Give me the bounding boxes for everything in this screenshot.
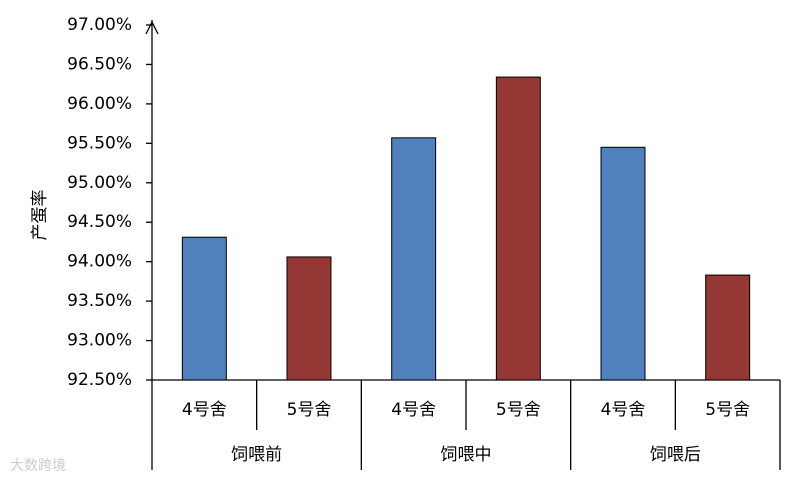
group-label: 饲喂后 bbox=[650, 445, 701, 465]
y-tick-label: 94.50% bbox=[67, 212, 132, 232]
x-tick-label: 5号舍 bbox=[705, 400, 750, 420]
y-axis-label: 产蛋率 bbox=[30, 190, 50, 241]
x-tick-label: 5号舍 bbox=[287, 400, 332, 420]
y-axis-arrow bbox=[145, 20, 159, 35]
bar bbox=[495, 76, 541, 381]
x-tick-label: 5号舍 bbox=[496, 400, 541, 420]
bar bbox=[286, 256, 332, 381]
y-tick-label: 92.50% bbox=[67, 370, 132, 390]
group-label: 饲喂中 bbox=[441, 445, 492, 465]
watermark: 大数跨境 bbox=[10, 458, 66, 474]
y-tick-label: 93.00% bbox=[67, 331, 132, 351]
y-tick-label: 95.50% bbox=[67, 133, 132, 153]
group-label: 饲喂前 bbox=[231, 445, 282, 465]
bar bbox=[600, 146, 646, 381]
y-tick-label: 95.00% bbox=[67, 173, 132, 193]
y-tick-label: 94.00% bbox=[67, 252, 132, 272]
x-tick-label: 4号舍 bbox=[601, 400, 646, 420]
bar bbox=[181, 236, 227, 381]
y-tick-label: 96.50% bbox=[67, 54, 132, 74]
y-tick-label: 96.00% bbox=[67, 94, 132, 114]
y-tick-label: 97.00% bbox=[67, 15, 132, 35]
bar bbox=[391, 137, 437, 381]
x-tick-label: 4号舍 bbox=[182, 400, 227, 420]
bar bbox=[705, 274, 751, 381]
y-tick-label: 93.50% bbox=[67, 291, 132, 311]
x-tick-label: 4号舍 bbox=[391, 400, 436, 420]
